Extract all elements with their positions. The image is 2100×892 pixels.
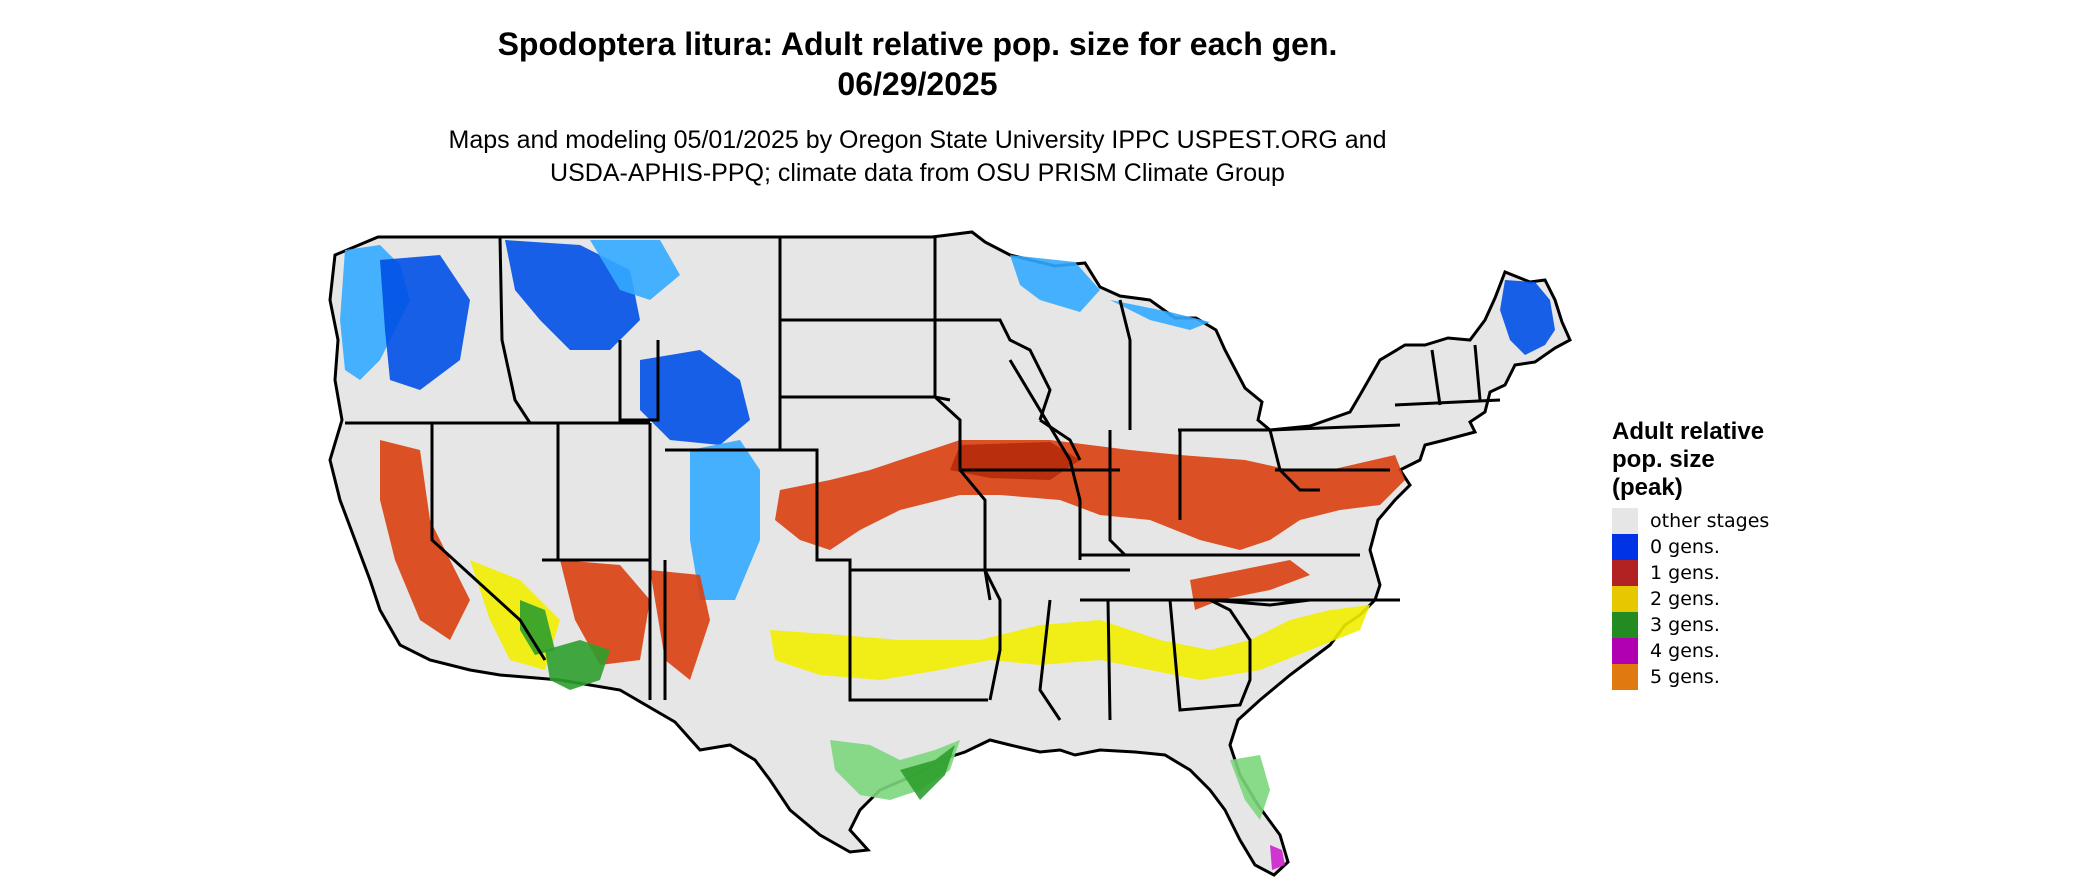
- us-outline: [328, 230, 1572, 877]
- generation-regions: [340, 240, 1555, 870]
- three-gens-region: [520, 600, 555, 655]
- map-title: Spodoptera litura: Adult relative pop. s…: [0, 24, 1835, 104]
- legend-title-line: Adult relative: [1612, 418, 1765, 445]
- legend-item-2-gens: 2 gens.: [1612, 586, 1812, 612]
- zero-gens-region: [1110, 300, 1210, 330]
- two-gens-region: [770, 605, 1370, 680]
- legend-title-line: pop. size: [1612, 446, 1715, 473]
- legend-label: 2 gens.: [1650, 588, 1720, 610]
- one-gens-region: [775, 440, 1405, 550]
- legend-label: other stages: [1650, 510, 1770, 532]
- three-gens-region: [1230, 755, 1270, 820]
- legend-label: 1 gens.: [1650, 562, 1720, 584]
- three-gens-region: [900, 745, 955, 800]
- zero-gens-region: [1500, 280, 1555, 355]
- legend-swatch: [1612, 612, 1638, 638]
- legend-label: 3 gens.: [1650, 614, 1720, 636]
- legend-item-5-gens: 5 gens.: [1612, 664, 1812, 690]
- map-title-line1: Spodoptera litura: Adult relative pop. s…: [497, 26, 1338, 62]
- legend-swatch: [1612, 508, 1638, 534]
- legend-label: 4 gens.: [1650, 640, 1720, 662]
- zero-gens-region: [640, 350, 750, 445]
- one-gens-region: [1190, 560, 1310, 610]
- legend-item-1-gens: 1 gens.: [1612, 560, 1812, 586]
- legend-title-line: (peak): [1612, 474, 1683, 501]
- one-gens-region: [380, 440, 470, 640]
- legend-swatch: [1612, 586, 1638, 612]
- land-layer: [328, 230, 1572, 877]
- zero-gens-region: [1010, 255, 1100, 312]
- legend-title: Adult relative pop. size (peak): [1612, 418, 1812, 502]
- map-subtitle-line2: USDA-APHIS-PPQ; climate data from OSU PR…: [550, 159, 1285, 187]
- legend-item-4-gens: 4 gens.: [1612, 638, 1812, 664]
- map-title-date: 06/29/2025: [837, 66, 998, 102]
- legend-swatch: [1612, 534, 1638, 560]
- zero-gens-region: [505, 240, 640, 350]
- state-borders: [345, 236, 1501, 721]
- legend-item-other-stages: other stages: [1612, 508, 1812, 534]
- legend-swatch: [1612, 664, 1638, 690]
- legend-label: 5 gens.: [1650, 666, 1720, 688]
- legend-swatch: [1612, 560, 1638, 586]
- zero-gens-region: [380, 255, 470, 390]
- legend-item-3-gens: 3 gens.: [1612, 612, 1812, 638]
- map-subtitle: Maps and modeling 05/01/2025 by Oregon S…: [0, 124, 1835, 190]
- zero-gens-region: [590, 240, 680, 300]
- zero-gens-region: [690, 440, 760, 600]
- map-subtitle-line1: Maps and modeling 05/01/2025 by Oregon S…: [448, 126, 1387, 154]
- one-gens-region: [560, 560, 650, 665]
- legend: Adult relative pop. size (peak) other st…: [1612, 418, 1812, 690]
- four-gens-region: [1270, 845, 1285, 870]
- three-gens-region: [545, 640, 610, 690]
- legend-item-0-gens: 0 gens.: [1612, 534, 1812, 560]
- legend-swatch: [1612, 638, 1638, 664]
- legend-label: 0 gens.: [1650, 536, 1720, 558]
